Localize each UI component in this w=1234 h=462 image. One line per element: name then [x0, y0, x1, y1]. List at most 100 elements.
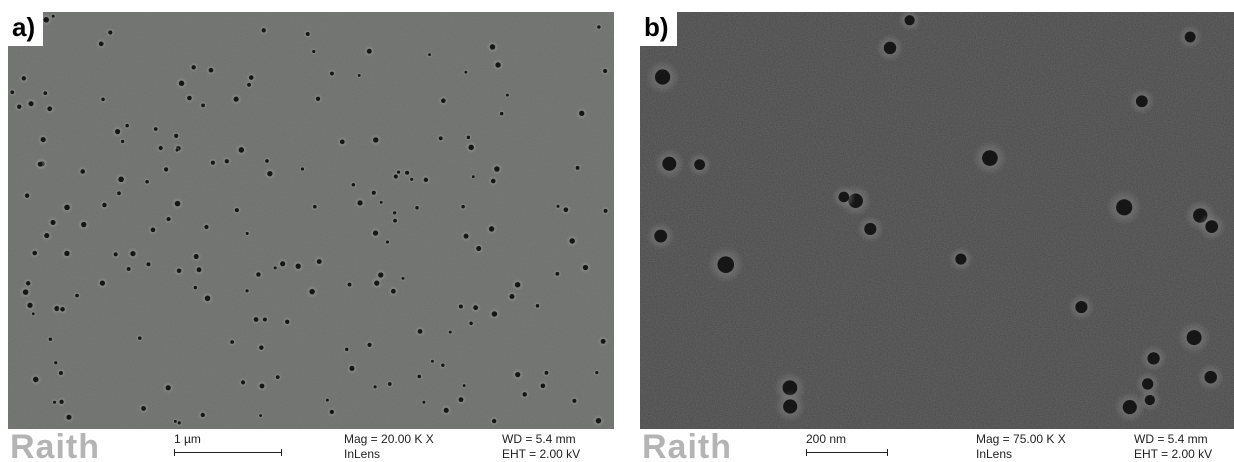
pore	[138, 336, 142, 340]
pore	[569, 238, 575, 244]
pore	[316, 259, 322, 265]
pore	[423, 177, 429, 183]
pore	[476, 246, 482, 252]
pore	[10, 90, 15, 95]
pore	[1116, 199, 1133, 216]
pore	[387, 382, 392, 386]
scale-label: 1 µm	[174, 432, 201, 446]
pore	[248, 75, 254, 80]
pore	[349, 365, 355, 371]
sem-image-panel-b: b) Raith 200 nm Mag = 75.00 K X InLens W…	[640, 12, 1234, 462]
pore	[489, 44, 496, 50]
pore	[47, 106, 53, 112]
pore	[1122, 399, 1137, 415]
detector-text: InLens	[976, 447, 1013, 461]
pore	[556, 204, 560, 208]
scale-bar	[174, 449, 282, 456]
pore	[166, 216, 171, 222]
pores-group	[8, 13, 610, 427]
pore	[265, 159, 269, 163]
pore	[285, 319, 290, 324]
pore	[373, 137, 379, 143]
pore	[468, 144, 474, 151]
pore	[275, 375, 280, 380]
pore	[174, 133, 179, 139]
pore	[178, 80, 185, 87]
pore	[393, 218, 397, 223]
pore	[261, 28, 266, 33]
pore	[238, 147, 245, 153]
pore	[469, 321, 473, 326]
pore	[883, 41, 897, 55]
pore	[1186, 330, 1202, 346]
pore	[535, 304, 540, 308]
pore	[40, 136, 46, 143]
pore	[366, 48, 372, 54]
pore	[245, 289, 249, 293]
pore	[582, 264, 589, 271]
pore	[430, 359, 434, 363]
pore	[572, 398, 577, 403]
working-distance-text: WD = 5.4 mm	[502, 432, 576, 446]
pore	[80, 169, 86, 174]
pore	[256, 272, 261, 277]
pore	[81, 221, 87, 228]
pore	[204, 295, 211, 302]
pore	[141, 406, 146, 411]
pore	[422, 400, 426, 404]
pore	[443, 407, 449, 413]
pore	[117, 191, 121, 196]
pore	[114, 129, 121, 135]
pore	[66, 414, 72, 420]
pore	[230, 340, 235, 344]
pore	[259, 414, 263, 417]
pore	[488, 226, 495, 232]
pore	[1075, 300, 1088, 314]
pore	[295, 263, 301, 269]
sem-micrograph-a	[8, 12, 614, 429]
image-noise	[8, 12, 614, 429]
pore	[32, 250, 38, 256]
pore	[595, 371, 599, 375]
pore	[102, 202, 107, 208]
pore	[393, 174, 398, 179]
pore	[196, 267, 202, 273]
pore	[372, 230, 379, 236]
pore	[99, 280, 106, 286]
pore	[267, 170, 273, 177]
magnification-text: Mag = 20.00 K X	[344, 432, 434, 446]
pore	[165, 385, 171, 391]
pore	[515, 372, 521, 378]
pore	[417, 329, 423, 334]
pore	[600, 338, 606, 344]
pore	[392, 211, 397, 215]
pore	[458, 397, 464, 403]
pore	[1142, 378, 1154, 390]
pore	[374, 280, 380, 286]
pore	[126, 267, 131, 271]
pore	[193, 253, 199, 260]
magnification-text: Mag = 75.00 K X	[976, 432, 1066, 446]
pore	[499, 111, 504, 116]
pore	[58, 370, 63, 376]
panel-label: a)	[8, 12, 44, 46]
pore	[864, 222, 877, 236]
pore	[118, 176, 124, 183]
pore	[325, 398, 329, 402]
pore	[575, 165, 580, 170]
pore	[234, 208, 239, 213]
pore	[555, 271, 560, 276]
pore	[113, 252, 118, 257]
pore	[1147, 352, 1160, 365]
pore	[43, 91, 48, 95]
pore	[904, 15, 915, 26]
pore	[662, 156, 677, 171]
pore	[466, 135, 471, 140]
pore	[59, 399, 64, 405]
pore	[563, 207, 569, 213]
pore	[471, 175, 475, 179]
pore	[491, 311, 498, 317]
pore	[25, 281, 31, 286]
pore	[210, 160, 215, 165]
sem-info-bar: Raith 1 µm Mag = 20.00 K X InLens WD = 5…	[8, 428, 614, 462]
